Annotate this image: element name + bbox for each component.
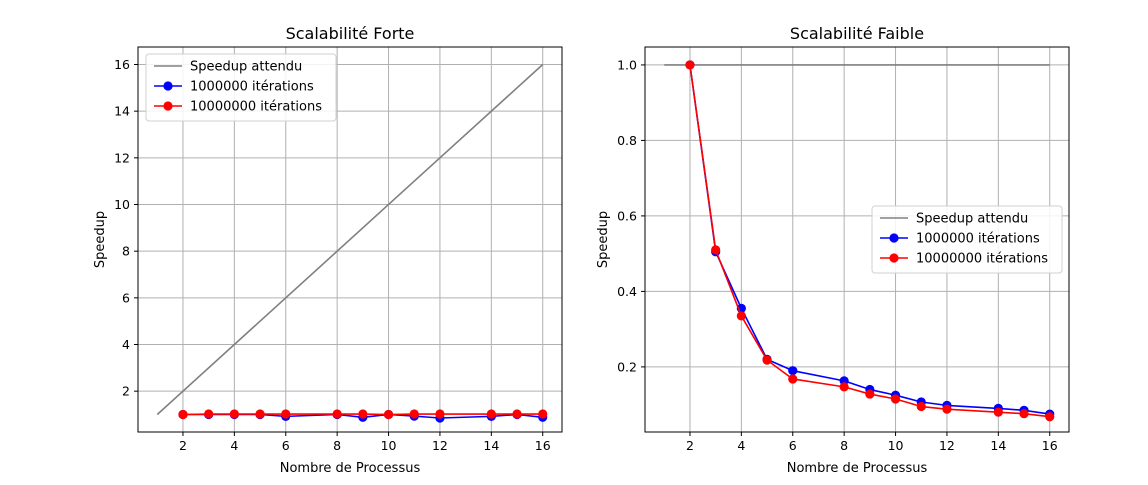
x-tick-label: 12 xyxy=(939,438,955,453)
x-tick-label: 6 xyxy=(282,438,290,453)
y-tick-label: 0.4 xyxy=(617,284,637,299)
x-tick-label: 10 xyxy=(381,438,397,453)
data-point xyxy=(538,409,548,419)
data-point xyxy=(178,409,188,420)
series-line-0 xyxy=(156,63,544,416)
data-point xyxy=(512,409,522,419)
y-tick-label: 14 xyxy=(114,104,130,119)
y-tick-label: 16 xyxy=(114,57,130,72)
legend-box xyxy=(145,53,337,122)
x-tick-label: 8 xyxy=(840,438,848,453)
data-point xyxy=(839,382,849,392)
legend-box xyxy=(871,205,1063,274)
data-point xyxy=(1019,409,1029,419)
data-point xyxy=(711,245,721,255)
chart-weak-scaling: Scalabilité Faible 2 4 6 8 10 12 14 16 0.2 0.4 0.6… xyxy=(596,24,1070,476)
y-tick-label: 8 xyxy=(122,244,130,259)
y-axis-label: Speedup xyxy=(93,211,108,268)
y-tick-label: 0.2 xyxy=(617,359,637,374)
legend-label: Speedup attendu xyxy=(916,212,1028,227)
plot-frame xyxy=(644,46,1070,433)
x-tick-label: 16 xyxy=(535,438,551,453)
legend-label: Speedup attendu xyxy=(190,60,302,75)
data-point xyxy=(890,394,901,404)
x-tick-label: 4 xyxy=(737,438,745,453)
series xyxy=(156,63,548,423)
data-point xyxy=(685,60,695,70)
data-point xyxy=(255,409,265,419)
legend-swatch-marker xyxy=(889,253,899,263)
y-tick-label: 0.6 xyxy=(617,208,637,223)
data-point xyxy=(942,404,952,414)
data-point xyxy=(204,409,214,419)
x-tick-label: 12 xyxy=(432,438,448,453)
data-point xyxy=(358,409,368,419)
x-tick-label: 10 xyxy=(888,438,904,453)
data-point xyxy=(383,409,394,420)
ticks: 2 4 6 8 10 12 14 16 0.2 0.4 0.6 0.8 1.0 xyxy=(617,57,1058,453)
legend: Speedup attendu 1000000 itérations 1000000… xyxy=(871,205,1063,274)
grid xyxy=(138,47,562,432)
data-point xyxy=(1045,412,1055,422)
y-axis-label: Speedup xyxy=(596,211,611,268)
x-tick-label: 2 xyxy=(686,438,694,453)
y-tick-label: 1.0 xyxy=(617,57,637,72)
data-point xyxy=(281,409,291,419)
data-point xyxy=(229,409,239,419)
legend: Speedup attendu 1000000 itérations 1000000… xyxy=(145,53,337,122)
chart-title: Scalabilité Faible xyxy=(790,24,924,43)
x-tick-label: 16 xyxy=(1042,438,1058,453)
legend-label: 1000000 itérations xyxy=(916,232,1040,247)
data-point xyxy=(916,401,926,412)
y-tick-label: 12 xyxy=(114,150,130,165)
plot-frame xyxy=(137,46,563,433)
x-tick-label: 2 xyxy=(179,438,187,453)
data-point xyxy=(409,409,419,419)
legend-label: 1000000 itérations xyxy=(190,80,314,95)
series xyxy=(664,60,1055,422)
data-point xyxy=(865,389,875,399)
x-axis-label: Nombre de Processus xyxy=(787,461,928,476)
x-axis-label: Nombre de Processus xyxy=(280,461,421,476)
x-tick-label: 6 xyxy=(789,438,797,453)
chart-title: Scalabilité Forte xyxy=(286,24,415,43)
legend-swatch-marker xyxy=(889,233,899,243)
y-tick-label: 2 xyxy=(122,384,130,399)
legend-swatch-marker xyxy=(163,101,173,111)
data-point xyxy=(332,409,342,419)
legend-label: 10000000 itérations xyxy=(190,100,322,115)
y-tick-label: 10 xyxy=(114,197,130,212)
y-tick-label: 4 xyxy=(122,337,130,352)
data-point xyxy=(762,355,772,365)
legend-swatch-marker xyxy=(163,81,173,91)
ticks: 2 4 6 8 10 12 14 16 2 4 6 8 10 12 14 16 xyxy=(114,57,551,453)
data-point xyxy=(435,409,445,419)
x-tick-label: 14 xyxy=(990,438,1006,453)
y-tick-label: 6 xyxy=(122,290,130,305)
x-tick-label: 8 xyxy=(333,438,341,453)
x-tick-label: 14 xyxy=(483,438,499,453)
data-point xyxy=(736,311,746,321)
data-point xyxy=(788,374,798,384)
data-point xyxy=(993,407,1003,417)
chart-strong-scaling: Scalabilité Forte 2 4 6 8 10 12 14 16 2 4 6 8 10 12 14… xyxy=(93,24,563,476)
data-point xyxy=(788,366,798,376)
x-tick-label: 4 xyxy=(230,438,238,453)
legend-label: 10000000 itérations xyxy=(916,252,1048,267)
y-tick-label: 0.8 xyxy=(617,133,637,148)
data-point xyxy=(486,409,496,419)
